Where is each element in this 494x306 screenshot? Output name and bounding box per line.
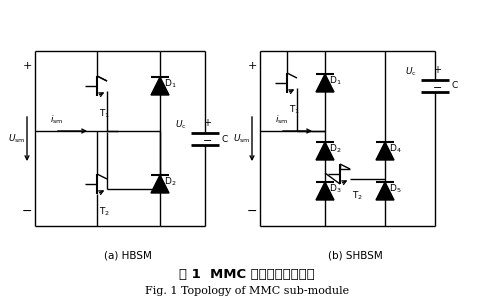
Text: $U_{\rm c}$: $U_{\rm c}$ bbox=[405, 65, 417, 78]
Text: (a) HBSM: (a) HBSM bbox=[104, 251, 152, 261]
Text: $\rm D_1$: $\rm D_1$ bbox=[329, 75, 341, 87]
Text: $\rm T_2$: $\rm T_2$ bbox=[352, 189, 363, 201]
Text: +: + bbox=[22, 61, 32, 71]
Text: +: + bbox=[433, 65, 441, 75]
Text: −: − bbox=[433, 83, 442, 93]
Polygon shape bbox=[151, 175, 169, 193]
Text: $\rm T_1$: $\rm T_1$ bbox=[289, 103, 300, 115]
Text: $i_{\rm sm}$: $i_{\rm sm}$ bbox=[50, 114, 64, 126]
Polygon shape bbox=[316, 74, 334, 92]
Polygon shape bbox=[376, 142, 394, 160]
Text: C: C bbox=[451, 81, 457, 91]
Text: $U_{\rm c}$: $U_{\rm c}$ bbox=[175, 118, 187, 131]
Text: −: − bbox=[247, 204, 257, 218]
Text: $\rm D_2$: $\rm D_2$ bbox=[164, 176, 176, 188]
Text: C: C bbox=[221, 135, 227, 144]
Text: $\rm D_2$: $\rm D_2$ bbox=[329, 143, 341, 155]
Text: $\rm D_4$: $\rm D_4$ bbox=[389, 143, 402, 155]
Polygon shape bbox=[376, 182, 394, 200]
Text: −: − bbox=[203, 136, 212, 146]
Text: +: + bbox=[247, 61, 257, 71]
Text: $i_{\rm sm}$: $i_{\rm sm}$ bbox=[275, 114, 288, 126]
Text: (b) SHBSM: (b) SHBSM bbox=[328, 251, 382, 261]
Polygon shape bbox=[316, 142, 334, 160]
Text: +: + bbox=[203, 118, 211, 128]
Text: $U_{\rm sm}$: $U_{\rm sm}$ bbox=[8, 133, 26, 145]
Text: $\rm T_1$: $\rm T_1$ bbox=[99, 108, 110, 121]
Text: $\rm T_2$: $\rm T_2$ bbox=[99, 206, 110, 218]
Polygon shape bbox=[316, 182, 334, 200]
Polygon shape bbox=[151, 77, 169, 95]
Text: −: − bbox=[22, 204, 32, 218]
Text: $\rm D_1$: $\rm D_1$ bbox=[164, 78, 176, 90]
Text: $\rm D_5$: $\rm D_5$ bbox=[389, 183, 402, 195]
Text: Fig. 1 Topology of MMC sub-module: Fig. 1 Topology of MMC sub-module bbox=[145, 286, 349, 296]
Text: $U_{\rm sm}$: $U_{\rm sm}$ bbox=[233, 133, 251, 145]
Text: $\rm D_3$: $\rm D_3$ bbox=[329, 183, 341, 195]
Text: 图 1  MMC 子模块结构示意图: 图 1 MMC 子模块结构示意图 bbox=[179, 267, 315, 281]
